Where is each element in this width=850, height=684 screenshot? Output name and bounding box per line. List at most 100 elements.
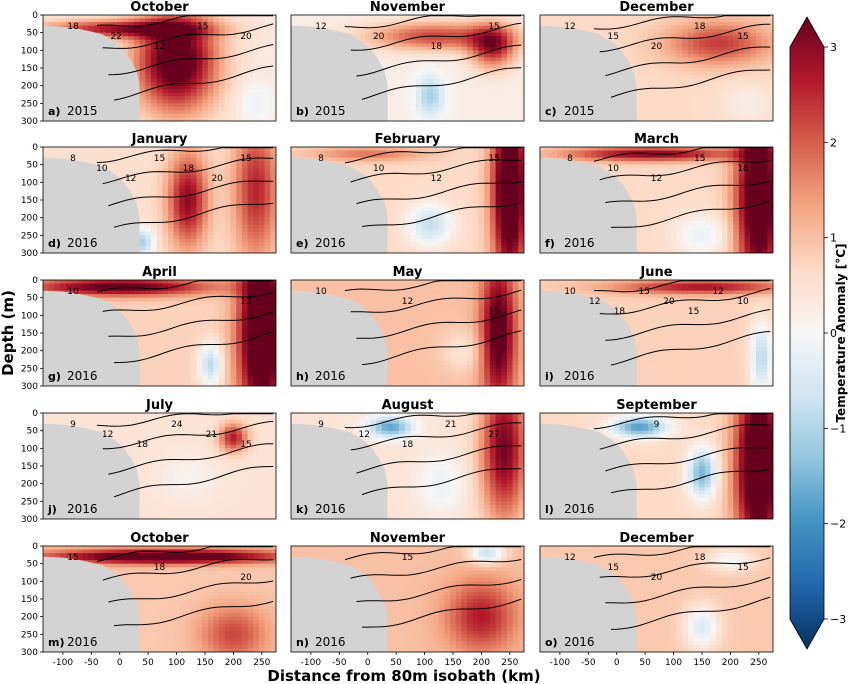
heatmap-cell [755,75,763,80]
heatmap-cell [461,117,468,121]
heatmap-cell [241,217,249,222]
heatmap-cell [438,78,446,83]
heatmap-cell [150,50,158,55]
heatmap-cell [156,25,163,30]
heatmap-cell [77,25,84,30]
heatmap-cell [727,25,734,30]
heatmap-cell [693,22,700,27]
heatmap-cell [162,36,169,41]
y-tick-label: 200 [21,82,38,92]
heatmap-cell [721,96,729,101]
heatmap-cell [156,224,163,229]
heatmap-cell [467,53,474,58]
contour-label: 12 [315,22,326,32]
heatmap-cell [721,39,729,44]
heatmap-cell [185,235,192,240]
heatmap-cell [116,39,124,44]
heatmap-cell [179,92,186,97]
heatmap-cell [202,71,209,76]
heatmap-cell [179,43,186,48]
heatmap-cell [190,238,198,243]
heatmap-cell [190,89,198,94]
heatmap-cell [258,43,266,48]
heatmap-cell [185,99,192,104]
heatmap-cell [512,110,519,115]
heatmap-cell [270,15,276,20]
heatmap-cell [179,235,186,240]
heatmap-cell [156,85,163,90]
heatmap-cell [247,82,254,87]
heatmap-cell [761,25,768,30]
heatmap-cell [150,64,158,69]
heatmap-cell [495,78,502,83]
heatmap-cell [145,238,152,243]
heatmap-cell [450,99,457,104]
heatmap-cell [202,182,209,187]
heatmap-cell [224,231,232,236]
heatmap-cell [162,178,169,183]
heatmap-cell [247,185,254,190]
heatmap-cell [264,117,271,121]
heatmap-cell [710,53,717,58]
heatmap-cell [478,57,485,62]
heatmap-cell [596,25,604,30]
heatmap-cell [236,22,243,27]
heatmap-cell [767,82,773,87]
heatmap-cell [179,39,186,44]
heatmap-cell [207,249,215,253]
heatmap-cell [427,39,434,44]
heatmap-cell [472,103,480,108]
heatmap-cell [253,150,260,155]
heatmap-cell [416,96,423,101]
heatmap-cell [738,75,746,80]
heatmap-cell [94,15,101,20]
heatmap-cell [116,25,124,30]
heatmap-cell [258,154,266,159]
heatmap-cell [296,15,303,20]
heatmap-cell [202,85,209,90]
heatmap-cell [54,22,61,27]
heatmap-cell [122,22,129,27]
heatmap-cell [676,53,683,58]
heatmap-cell [727,117,734,121]
heatmap-cell [77,147,84,152]
heatmap-cell [179,175,186,180]
heatmap-cell [364,15,372,20]
heatmap-cell [687,113,695,119]
heatmap-cell [190,15,198,20]
heatmap-cell [653,22,660,27]
heatmap-cell [247,78,254,83]
heatmap-cell [512,50,519,55]
heatmap-cell [224,235,232,240]
heatmap-cell [642,71,649,76]
heatmap-cell [665,22,672,27]
heatmap-cell [716,96,723,101]
heatmap-cell [665,32,672,37]
heatmap-cell [145,46,152,51]
heatmap-cell [506,43,514,48]
heatmap-cell [512,57,519,62]
heatmap-cell [190,224,198,229]
heatmap-cell [659,29,666,34]
heatmap-cell [264,60,271,66]
heatmap-cell [145,242,152,247]
heatmap-cell [139,18,146,23]
heatmap-cell [162,221,169,226]
heatmap-cell [173,192,180,198]
heatmap-cell [219,185,226,190]
heatmap-cell [733,46,740,51]
heatmap-cell [247,60,254,66]
heatmap-cell [291,22,298,27]
heatmap-cell [202,103,209,108]
heatmap-cell [744,39,751,44]
heatmap-cell [196,46,203,51]
heatmap-cell [202,168,209,173]
heatmap-cell [219,22,226,27]
heatmap-cell [755,22,763,27]
heatmap-cell [185,78,192,83]
heatmap-cell [727,60,734,66]
heatmap-cell [659,68,666,73]
heatmap-cell [467,99,474,104]
heatmap-cell [665,46,672,51]
heatmap-cell [750,113,757,119]
